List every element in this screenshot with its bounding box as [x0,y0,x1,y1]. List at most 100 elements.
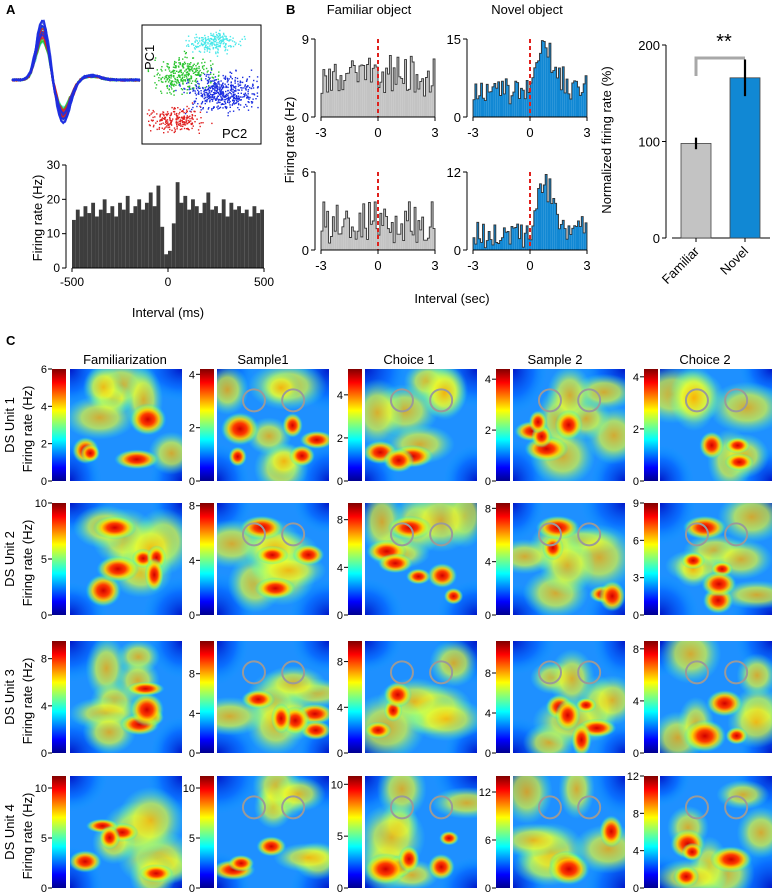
pca-point [197,86,199,88]
pca-point [218,42,220,44]
psth-bar [360,236,363,250]
pca-point [235,99,238,101]
heatmap-hot-spot [439,830,459,846]
pca-point [154,82,156,84]
pca-point [227,92,229,95]
pca-point [188,67,190,70]
pca-point [207,38,209,41]
pca-point [229,110,231,113]
pca-point [227,83,230,86]
psth-bar [486,240,489,250]
colorbar-tick-label: 12 [627,771,639,783]
pca-point [216,34,218,37]
pca-point [215,85,217,88]
pca-point [180,69,182,71]
pca-point [198,67,200,70]
psth-bar [324,227,327,250]
pca-point [205,78,207,80]
pca-point [231,104,233,106]
psth-bar [416,242,418,250]
psth-bar [474,244,477,250]
psth-bar [531,77,534,117]
pca-point [166,87,169,89]
psth-bar [341,89,344,117]
psth-bar [328,69,331,117]
pca-point [159,114,161,116]
psth-bar [321,231,323,250]
pca-point [186,82,188,85]
psth-bar [490,91,492,117]
pca-point [182,58,184,60]
pca-point [256,80,258,83]
pca-point [201,93,204,96]
pca-point [215,45,218,47]
psth-bar [550,72,553,117]
psth-bar [328,243,331,250]
psth-bar [400,223,403,250]
pca-point [227,95,229,97]
pca-point [245,94,248,96]
heatmap-hot-spot [383,681,412,708]
norm-ytick-label: 200 [638,38,660,53]
pca-point [150,113,152,115]
pca-point [232,94,235,96]
pca-point [223,95,225,98]
pca-point [176,112,178,115]
psth-bar [362,65,365,117]
psth-bar [509,244,511,250]
pca-point [206,93,208,95]
pca-point [218,74,220,77]
colorbar-tick-label: 0 [189,476,195,488]
pca-point [224,35,226,37]
psth-bar [554,67,557,117]
pca-point [212,39,214,41]
psth-bar [539,183,542,250]
pca-point [207,92,209,95]
psth-bar [336,79,339,117]
psth-bar [552,70,555,117]
psth-bar [482,224,485,250]
psth-bar [374,64,377,117]
psth-bar [569,234,572,250]
heatmap-hot-spot [548,852,590,886]
pca-point [179,69,181,71]
pca-point [169,123,171,125]
acg-bar [221,199,226,268]
acg-xtick-label: -500 [60,275,84,289]
psth-bar [359,65,361,117]
psth-bar [387,74,390,117]
pca-point [191,69,193,72]
colorbar-tick-label: 8 [337,657,343,669]
pca-point [195,81,197,83]
pca-point [223,45,225,48]
psth-bar [566,79,568,117]
pca-point [217,83,219,85]
pca-point [211,95,214,97]
pca-point [147,70,150,73]
heatmap-hot-spot [377,553,413,574]
pca-point [212,40,215,42]
pca-point [216,89,218,92]
pca-point [216,87,219,90]
pca-point [195,39,197,41]
colorbar [200,776,214,888]
pca-point [204,93,206,96]
pca-point [177,71,180,73]
pca-point [193,102,196,104]
heatmap-hot-spot [681,552,706,570]
psth-bar [545,174,548,250]
pca-point [233,99,235,102]
psth-bar [355,239,358,250]
pca-point [227,114,229,117]
pca-point [206,82,209,85]
psth-bar [391,222,394,250]
pca-point [196,45,198,48]
pca-point [193,44,195,46]
pca-point [186,63,189,65]
pca-point [218,45,221,47]
acg-bar [95,216,99,268]
pca-point [191,116,193,118]
pca-point [210,69,213,71]
colorbar-tick-label: 3 [633,573,639,585]
heatmap-hot-spot [228,446,247,467]
